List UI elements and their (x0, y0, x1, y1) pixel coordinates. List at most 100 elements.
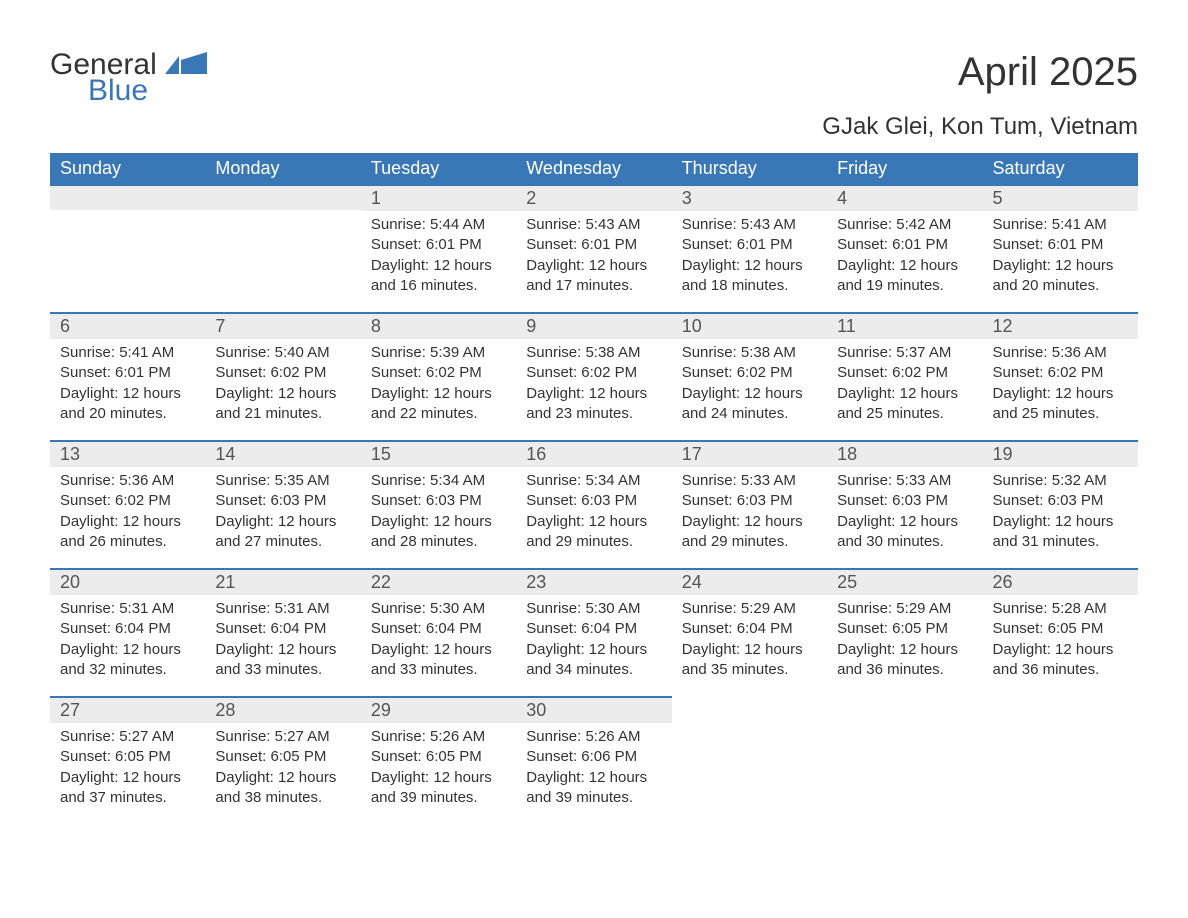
daylight-line: Daylight: 12 hours and 36 minutes. (993, 640, 1128, 681)
day-details: Sunrise: 5:38 AMSunset: 6:02 PMDaylight:… (672, 339, 827, 434)
day-details: Sunrise: 5:36 AMSunset: 6:02 PMDaylight:… (50, 467, 205, 562)
calendar-day-cell: 27Sunrise: 5:27 AMSunset: 6:05 PMDayligh… (50, 696, 205, 824)
sunrise-line: Sunrise: 5:35 AM (215, 471, 350, 491)
calendar-day-cell: 14Sunrise: 5:35 AMSunset: 6:03 PMDayligh… (205, 440, 360, 568)
daylight-line: Daylight: 12 hours and 22 minutes. (371, 384, 506, 425)
calendar-week-row: 1Sunrise: 5:44 AMSunset: 6:01 PMDaylight… (50, 184, 1138, 312)
sunrise-line: Sunrise: 5:28 AM (993, 599, 1128, 619)
daylight-line: Daylight: 12 hours and 39 minutes. (526, 768, 661, 809)
day-number: 17 (672, 440, 827, 467)
day-number: 14 (205, 440, 360, 467)
sunset-line: Sunset: 6:02 PM (837, 363, 972, 383)
daylight-line: Daylight: 12 hours and 24 minutes. (682, 384, 817, 425)
sunrise-line: Sunrise: 5:27 AM (60, 727, 195, 747)
calendar-day-cell: 8Sunrise: 5:39 AMSunset: 6:02 PMDaylight… (361, 312, 516, 440)
day-number: 15 (361, 440, 516, 467)
sunrise-line: Sunrise: 5:26 AM (526, 727, 661, 747)
day-number: 26 (983, 568, 1138, 595)
day-details: Sunrise: 5:27 AMSunset: 6:05 PMDaylight:… (205, 723, 360, 818)
day-details: Sunrise: 5:44 AMSunset: 6:01 PMDaylight:… (361, 211, 516, 306)
day-number: 9 (516, 312, 671, 339)
sunset-line: Sunset: 6:03 PM (371, 491, 506, 511)
sunset-line: Sunset: 6:02 PM (993, 363, 1128, 383)
day-details: Sunrise: 5:34 AMSunset: 6:03 PMDaylight:… (361, 467, 516, 562)
calendar-day-cell: 7Sunrise: 5:40 AMSunset: 6:02 PMDaylight… (205, 312, 360, 440)
sunset-line: Sunset: 6:02 PM (215, 363, 350, 383)
sunset-line: Sunset: 6:01 PM (993, 235, 1128, 255)
day-number: 19 (983, 440, 1138, 467)
sunset-line: Sunset: 6:01 PM (837, 235, 972, 255)
sunrise-line: Sunrise: 5:29 AM (682, 599, 817, 619)
day-number: 6 (50, 312, 205, 339)
day-number: 22 (361, 568, 516, 595)
weekday-header: Sunday (50, 153, 205, 184)
day-number: 24 (672, 568, 827, 595)
sunset-line: Sunset: 6:04 PM (60, 619, 195, 639)
calendar-day-cell: 20Sunrise: 5:31 AMSunset: 6:04 PMDayligh… (50, 568, 205, 696)
calendar-day-cell (983, 696, 1138, 824)
weekday-header: Tuesday (361, 153, 516, 184)
day-number: 2 (516, 184, 671, 211)
day-number: 20 (50, 568, 205, 595)
sunset-line: Sunset: 6:01 PM (371, 235, 506, 255)
day-details: Sunrise: 5:33 AMSunset: 6:03 PMDaylight:… (672, 467, 827, 562)
daylight-line: Daylight: 12 hours and 29 minutes. (526, 512, 661, 553)
daylight-line: Daylight: 12 hours and 25 minutes. (993, 384, 1128, 425)
sunrise-line: Sunrise: 5:33 AM (837, 471, 972, 491)
calendar-day-cell: 29Sunrise: 5:26 AMSunset: 6:05 PMDayligh… (361, 696, 516, 824)
day-number: 23 (516, 568, 671, 595)
day-details: Sunrise: 5:39 AMSunset: 6:02 PMDaylight:… (361, 339, 516, 434)
calendar-day-cell: 1Sunrise: 5:44 AMSunset: 6:01 PMDaylight… (361, 184, 516, 312)
calendar-day-cell: 24Sunrise: 5:29 AMSunset: 6:04 PMDayligh… (672, 568, 827, 696)
sunset-line: Sunset: 6:01 PM (60, 363, 195, 383)
daylight-line: Daylight: 12 hours and 29 minutes. (682, 512, 817, 553)
calendar-day-cell: 9Sunrise: 5:38 AMSunset: 6:02 PMDaylight… (516, 312, 671, 440)
daylight-line: Daylight: 12 hours and 19 minutes. (837, 256, 972, 297)
sunset-line: Sunset: 6:02 PM (371, 363, 506, 383)
logo-flag-icon (165, 52, 207, 79)
sunset-line: Sunset: 6:04 PM (371, 619, 506, 639)
calendar-day-cell: 6Sunrise: 5:41 AMSunset: 6:01 PMDaylight… (50, 312, 205, 440)
daylight-line: Daylight: 12 hours and 26 minutes. (60, 512, 195, 553)
empty-day-bar (205, 184, 360, 210)
logo-word-2: Blue (88, 76, 207, 106)
day-details: Sunrise: 5:29 AMSunset: 6:05 PMDaylight:… (827, 595, 982, 690)
day-details: Sunrise: 5:32 AMSunset: 6:03 PMDaylight:… (983, 467, 1138, 562)
calendar-day-cell: 12Sunrise: 5:36 AMSunset: 6:02 PMDayligh… (983, 312, 1138, 440)
weekday-header: Friday (827, 153, 982, 184)
sunset-line: Sunset: 6:05 PM (837, 619, 972, 639)
day-details: Sunrise: 5:29 AMSunset: 6:04 PMDaylight:… (672, 595, 827, 690)
title-block: April 2025 GJak Glei, Kon Tum, Vietnam (822, 50, 1138, 141)
day-number: 8 (361, 312, 516, 339)
daylight-line: Daylight: 12 hours and 34 minutes. (526, 640, 661, 681)
day-number: 3 (672, 184, 827, 211)
day-details: Sunrise: 5:41 AMSunset: 6:01 PMDaylight:… (983, 211, 1138, 306)
daylight-line: Daylight: 12 hours and 39 minutes. (371, 768, 506, 809)
sunset-line: Sunset: 6:05 PM (215, 747, 350, 767)
sunset-line: Sunset: 6:04 PM (682, 619, 817, 639)
sunrise-line: Sunrise: 5:27 AM (215, 727, 350, 747)
day-number: 7 (205, 312, 360, 339)
day-details: Sunrise: 5:35 AMSunset: 6:03 PMDaylight:… (205, 467, 360, 562)
day-number: 4 (827, 184, 982, 211)
day-details: Sunrise: 5:43 AMSunset: 6:01 PMDaylight:… (516, 211, 671, 306)
sunset-line: Sunset: 6:02 PM (60, 491, 195, 511)
logo: General Blue (50, 50, 207, 106)
day-details: Sunrise: 5:26 AMSunset: 6:06 PMDaylight:… (516, 723, 671, 818)
sunset-line: Sunset: 6:06 PM (526, 747, 661, 767)
daylight-line: Daylight: 12 hours and 36 minutes. (837, 640, 972, 681)
calendar-day-cell: 30Sunrise: 5:26 AMSunset: 6:06 PMDayligh… (516, 696, 671, 824)
sunrise-line: Sunrise: 5:26 AM (371, 727, 506, 747)
calendar-table: SundayMondayTuesdayWednesdayThursdayFrid… (50, 153, 1138, 824)
day-number: 11 (827, 312, 982, 339)
day-details: Sunrise: 5:30 AMSunset: 6:04 PMDaylight:… (516, 595, 671, 690)
daylight-line: Daylight: 12 hours and 20 minutes. (993, 256, 1128, 297)
calendar-week-row: 27Sunrise: 5:27 AMSunset: 6:05 PMDayligh… (50, 696, 1138, 824)
daylight-line: Daylight: 12 hours and 33 minutes. (371, 640, 506, 681)
calendar-day-cell: 23Sunrise: 5:30 AMSunset: 6:04 PMDayligh… (516, 568, 671, 696)
calendar-header-row: SundayMondayTuesdayWednesdayThursdayFrid… (50, 153, 1138, 184)
calendar-day-cell (827, 696, 982, 824)
day-number: 25 (827, 568, 982, 595)
calendar-day-cell: 5Sunrise: 5:41 AMSunset: 6:01 PMDaylight… (983, 184, 1138, 312)
sunrise-line: Sunrise: 5:38 AM (682, 343, 817, 363)
